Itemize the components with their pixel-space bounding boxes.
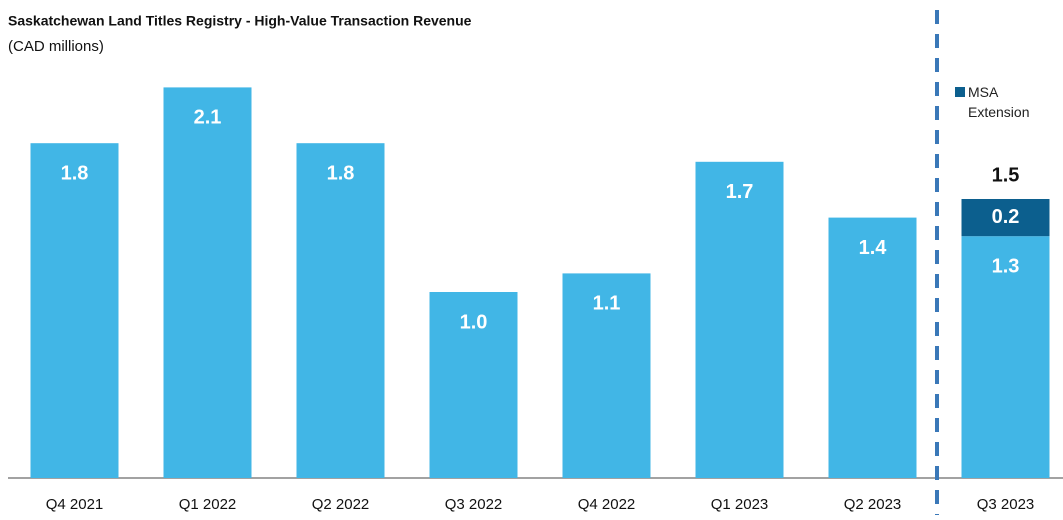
data-label: 1.8 (327, 162, 355, 184)
data-label: 0.2 (992, 206, 1020, 228)
x-tick-label: Q3 2022 (445, 496, 503, 513)
x-tick-label: Q3 2023 (977, 496, 1035, 513)
bar (163, 87, 252, 479)
x-tick-label: Q1 2022 (179, 496, 237, 513)
legend-swatch (955, 87, 965, 97)
x-tick-label: Q1 2023 (711, 496, 769, 513)
x-tick-label: Q2 2023 (844, 496, 902, 513)
data-label: 1.3 (992, 255, 1020, 277)
legend-label: MSA Extension (968, 84, 1030, 120)
bar (296, 143, 385, 478)
bar (961, 199, 1050, 237)
bar (695, 161, 784, 479)
x-tick-label: Q4 2022 (578, 496, 636, 513)
data-label: 1.1 (593, 293, 621, 315)
data-label: 1.7 (726, 181, 754, 203)
x-tick-label: Q2 2022 (312, 496, 370, 513)
bar (828, 217, 917, 478)
data-label: 1.0 (460, 311, 488, 333)
data-label: 2.1 (194, 107, 222, 129)
bar (429, 292, 518, 478)
data-label: 1.8 (61, 162, 89, 184)
x-tick-label: Q4 2021 (46, 496, 104, 513)
bar (562, 273, 651, 478)
chart-subtitle: (CAD millions) (8, 38, 104, 55)
total-label: 1.5 (992, 164, 1020, 186)
chart-title: Saskatchewan Land Titles Registry - High… (8, 13, 472, 29)
bar (30, 143, 119, 478)
data-label: 1.4 (859, 237, 888, 259)
bar (961, 236, 1050, 478)
